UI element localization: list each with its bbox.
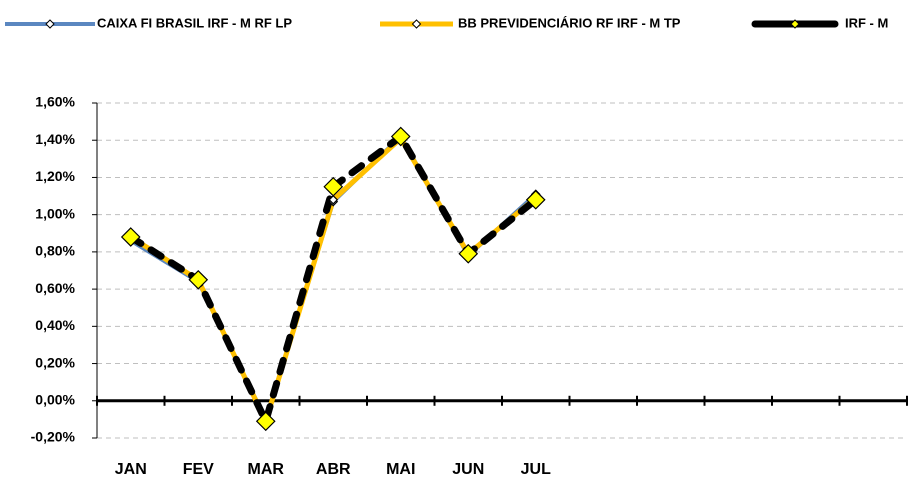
- y-tick-label: 0,40%: [35, 317, 75, 333]
- legend-label: IRF - M: [845, 15, 888, 30]
- point-marker: [120, 227, 141, 247]
- y-tick-label: -0,20%: [31, 429, 76, 445]
- x-tick-label: FEV: [183, 461, 214, 478]
- legend-marker: [45, 19, 55, 29]
- y-tick-label: 1,00%: [35, 205, 75, 221]
- x-tick-label: JUL: [521, 461, 551, 478]
- x-tick-label: JUN: [452, 461, 484, 478]
- y-tick-label: 0,20%: [35, 354, 75, 370]
- x-tick-label: JAN: [115, 461, 147, 478]
- x-tick-label: MAI: [386, 461, 415, 478]
- point-marker: [188, 269, 209, 290]
- point-marker: [328, 194, 339, 205]
- point-marker: [255, 411, 276, 432]
- legend-label: CAIXA FI BRASIL IRF - M RF LP: [97, 15, 292, 30]
- point-marker: [458, 243, 479, 264]
- point-marker: [525, 189, 546, 210]
- y-tick-label: 0,00%: [35, 391, 75, 407]
- y-tick-label: 0,80%: [35, 243, 75, 259]
- y-tick-label: 0,60%: [35, 280, 75, 296]
- legend-label: BB PREVIDENCIÁRIO RF IRF - M TP: [458, 15, 681, 30]
- legend-marker: [411, 19, 422, 29]
- x-tick-label: ABR: [316, 461, 351, 478]
- y-tick-label: 1,40%: [35, 131, 75, 147]
- point-marker: [390, 126, 411, 147]
- legend-marker: [790, 19, 800, 29]
- x-tick-label: MAR: [248, 461, 285, 478]
- point-marker: [323, 176, 344, 197]
- y-tick-label: 1,20%: [35, 168, 75, 184]
- y-tick-label: 1,60%: [35, 94, 75, 110]
